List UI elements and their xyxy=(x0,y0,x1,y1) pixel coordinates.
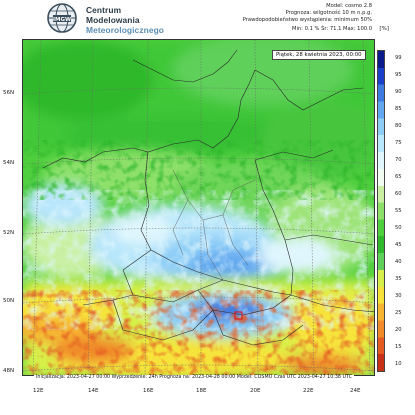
station-marker xyxy=(234,311,243,320)
colorbar-tick-label: 55 xyxy=(395,208,402,214)
header: IMGW Centrum Modelowania Meteorologiczne… xyxy=(0,0,415,40)
admin-borders xyxy=(172,169,256,281)
lon-label: 22E xyxy=(303,388,314,394)
parallel-52 xyxy=(23,227,374,235)
field-label: Prognoza: wilgotność 10 m n.p.g. xyxy=(285,10,372,16)
lon-label: 24E xyxy=(350,388,361,394)
voivodeship-c xyxy=(172,199,189,256)
coastline-gulf xyxy=(254,69,364,111)
imgw-logo-icon: IMGW xyxy=(47,3,77,33)
borders xyxy=(42,49,374,346)
org-name-line3: Meteorologicznego xyxy=(86,25,165,35)
colorbar-tick-label: 40 xyxy=(395,258,402,265)
lat-label: 52N xyxy=(3,230,15,236)
colorbar-tick-label: 70 xyxy=(395,157,402,164)
border-slovakia xyxy=(197,289,292,316)
border-poland-east xyxy=(254,159,294,296)
unit-label: [%] xyxy=(379,26,389,32)
lon-label: 14E xyxy=(88,388,99,394)
colorbar-tick-label: 25 xyxy=(395,309,402,316)
colorbar-tick-label: 85 xyxy=(395,106,402,113)
probability-label: Prawdopodobieństwo wystąpienia: minimum … xyxy=(242,17,372,23)
field-speckle-green xyxy=(23,140,374,200)
valid-time-label: Piątek, 28 kwietnia 2023, 00:00 xyxy=(272,50,366,60)
colorbar-tick-label: 35 xyxy=(395,275,402,282)
org-name-line1: Centrum xyxy=(86,5,122,15)
stats-label: Min: 0.1 % Śr: 71.1 Max: 100.0 xyxy=(292,26,372,32)
lat-label: 48N xyxy=(3,368,15,374)
voivodeship-a xyxy=(172,169,224,221)
border-hungary xyxy=(212,309,304,346)
border-belarus xyxy=(284,234,374,246)
colorbar-tick-label: 30 xyxy=(395,292,402,299)
parallel-54 xyxy=(23,157,374,165)
coastline-scandinavia xyxy=(132,49,238,83)
meridian-20 xyxy=(254,40,259,375)
model-label: Model: cosmo 2.8 xyxy=(326,3,372,9)
colorbar-tick-label: 75 xyxy=(395,140,402,147)
forecast-map[interactable] xyxy=(22,39,375,376)
border-czech xyxy=(122,249,224,303)
lon-label: 18E xyxy=(196,388,207,394)
lon-label: 20E xyxy=(250,388,261,394)
colorbar-tick-label: 50 xyxy=(395,224,402,231)
meridian-22 xyxy=(308,40,315,375)
field-speckle-orange xyxy=(23,290,374,375)
meridian-14 xyxy=(87,40,94,375)
border-austria xyxy=(82,294,214,341)
colorbar-tick-label: 65 xyxy=(395,174,402,181)
org-name-line2: Modelowania xyxy=(86,15,140,25)
meridian-16 xyxy=(144,40,149,375)
voivodeship-b xyxy=(222,179,256,216)
colorbar-tick-label: 15 xyxy=(395,343,402,350)
colorbar-tick-label: 95 xyxy=(395,72,402,79)
border-poland-germany xyxy=(140,151,152,251)
colorbar-tick-label: 60 xyxy=(395,191,402,198)
colorbar-tick-label: 90 xyxy=(395,89,402,96)
colorbar-tick-label: 45 xyxy=(395,241,402,248)
forecast-map-canvas xyxy=(23,40,374,375)
border-lithuania xyxy=(254,149,334,161)
lon-label: 16E xyxy=(143,388,154,394)
lon-label: 12E xyxy=(33,388,44,394)
voivodeship-d xyxy=(222,214,249,266)
lat-label: 50N xyxy=(3,298,15,304)
colorbar-tick-label: 80 xyxy=(395,123,402,130)
colorbar-tick-label: 20 xyxy=(395,326,402,333)
border-ukraine xyxy=(290,294,374,313)
lat-label: 56N xyxy=(3,90,15,96)
colorbar-tick-label: 99 xyxy=(395,55,402,62)
meridian-12 xyxy=(32,40,42,375)
parallel-48 xyxy=(23,364,374,372)
parallel-56 xyxy=(23,87,374,95)
coastline-baltic xyxy=(42,69,256,169)
svg-text:IMGW: IMGW xyxy=(53,17,71,23)
lat-label: 54N xyxy=(3,160,15,166)
footer-info: Inicjalizacja: 2023-04-27 00:00 Wyprzedz… xyxy=(34,375,355,380)
colorbar-tick-label: 10 xyxy=(395,360,402,367)
meridian-24 xyxy=(362,40,371,375)
parallel-50 xyxy=(23,296,374,304)
voivodeship-e xyxy=(202,219,224,281)
colorbar xyxy=(377,50,385,372)
graticule xyxy=(23,40,374,375)
